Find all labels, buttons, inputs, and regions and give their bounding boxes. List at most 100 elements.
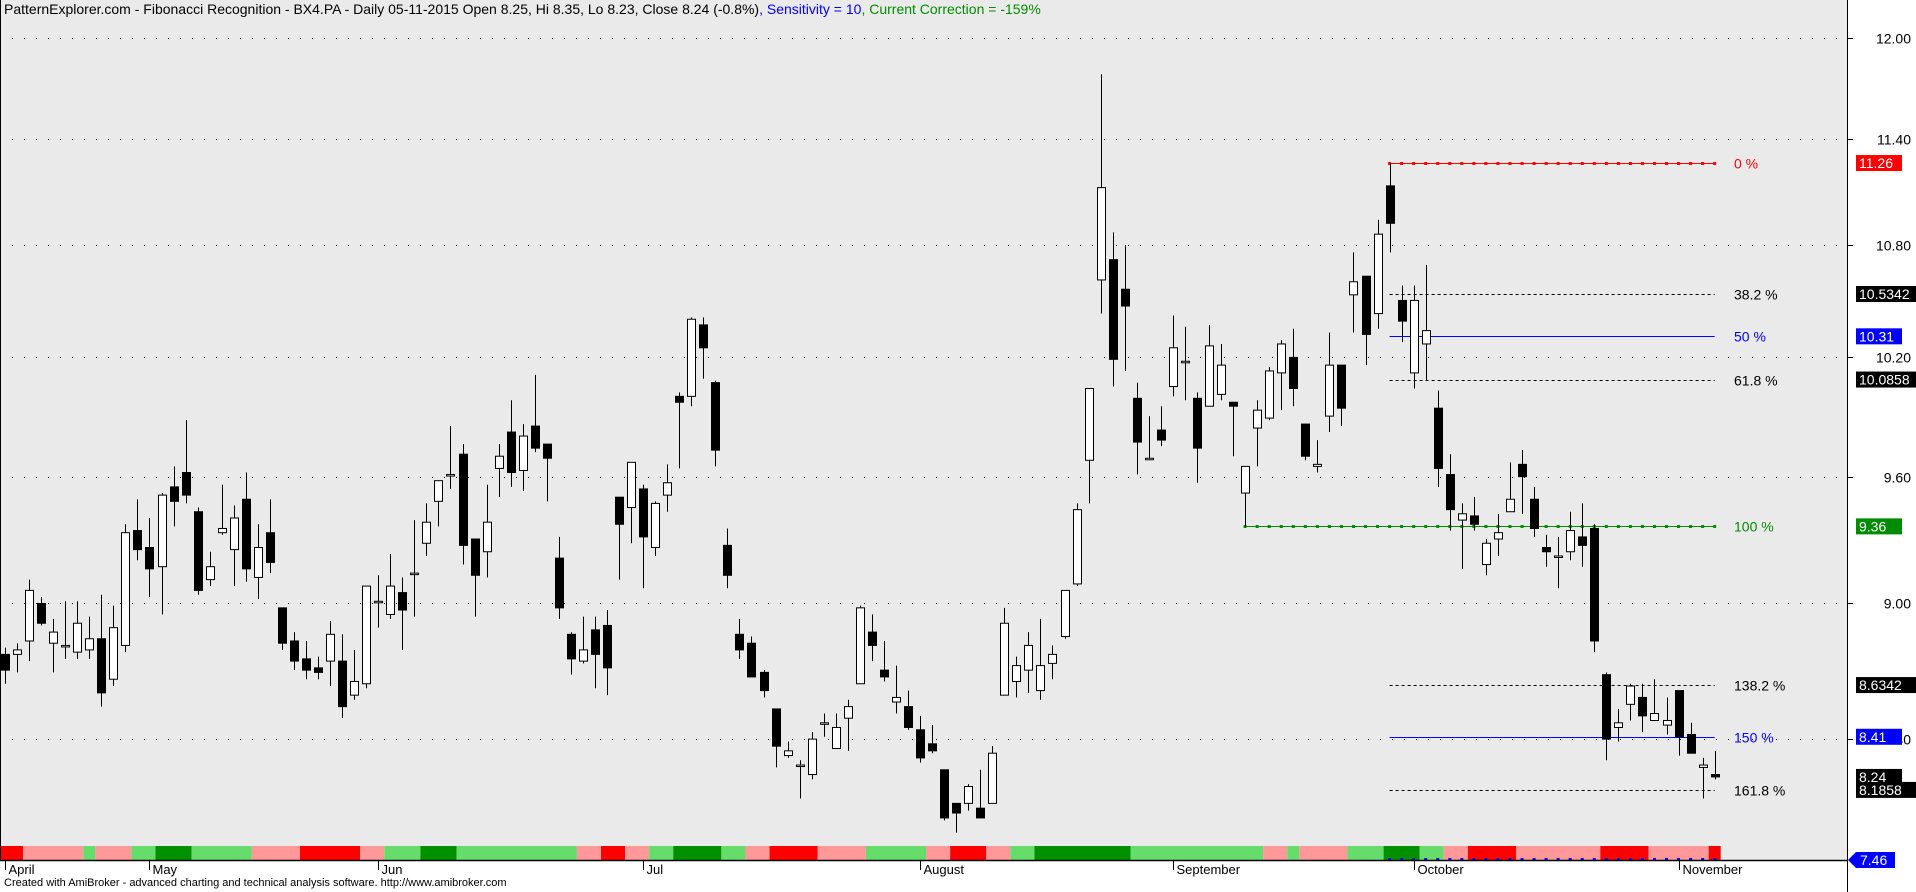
fib-line-marker xyxy=(1665,525,1669,528)
indicator-dot xyxy=(1472,858,1476,861)
candle-body-up xyxy=(410,572,419,576)
fib-line-marker xyxy=(1544,525,1548,528)
fib-line-marker xyxy=(1592,162,1596,165)
candle xyxy=(1097,74,1106,314)
candle-body-up xyxy=(1349,281,1358,296)
candle xyxy=(1085,387,1094,504)
candle-body-up xyxy=(687,318,696,397)
fib-line-marker xyxy=(1652,525,1656,528)
candle-body-up xyxy=(1663,719,1672,726)
candle-body-up xyxy=(844,706,853,719)
candle xyxy=(109,605,118,687)
candle-body-up xyxy=(1145,457,1154,461)
candle xyxy=(85,616,94,659)
candle-body-up xyxy=(374,600,383,604)
fib-level-label: 161.8 % xyxy=(1734,783,1785,799)
candle xyxy=(1506,462,1515,513)
indicator-ribbon-segment xyxy=(1383,846,1420,860)
candle-body-down xyxy=(615,496,624,525)
candle xyxy=(73,601,82,659)
candle-body-up xyxy=(1012,665,1021,682)
candle xyxy=(856,605,865,685)
candle-body-down xyxy=(1301,423,1310,457)
fib-line-marker xyxy=(1400,525,1404,528)
candle-body-down xyxy=(1711,774,1720,778)
fib-line-marker xyxy=(1652,162,1656,165)
candle xyxy=(290,632,299,671)
candle-body-down xyxy=(772,708,781,747)
candle xyxy=(567,632,576,675)
candle xyxy=(386,553,395,619)
fib-line-marker xyxy=(1640,162,1644,165)
candle xyxy=(1073,503,1082,587)
candle-body-down xyxy=(1542,546,1551,553)
fib-level-label: 61.8 % xyxy=(1734,373,1778,389)
candle-body-down xyxy=(133,530,142,551)
candle-body-up xyxy=(1241,465,1250,494)
fib-line-marker xyxy=(1580,162,1584,165)
candle-body-down xyxy=(868,631,877,646)
candle-body-down xyxy=(880,669,889,678)
candle-body-down xyxy=(1602,674,1611,740)
indicator-ribbon-segment xyxy=(817,846,866,860)
candle-body-down xyxy=(591,629,600,655)
candle xyxy=(1663,697,1672,735)
candle xyxy=(687,317,696,407)
candle-body-down xyxy=(290,640,299,662)
indicator-ribbon-segment xyxy=(83,846,96,860)
fib-line-marker xyxy=(1460,525,1464,528)
fib-line-marker xyxy=(1616,525,1620,528)
candle xyxy=(1362,275,1371,366)
candle xyxy=(675,392,684,469)
candle xyxy=(1061,589,1070,639)
candle xyxy=(13,643,22,673)
candle-body-down xyxy=(194,511,203,591)
candle-body-down xyxy=(567,633,576,660)
indicator-dot xyxy=(1604,858,1608,861)
candle xyxy=(1048,645,1057,680)
fib-line-marker xyxy=(1243,525,1247,528)
candle-body-down xyxy=(711,382,720,451)
candle-body-down xyxy=(1434,407,1443,469)
candle xyxy=(1494,513,1503,557)
candle xyxy=(1205,324,1214,407)
fib-value-label: 11.26 xyxy=(1859,155,1893,171)
candle xyxy=(1024,632,1033,693)
fib-line-marker xyxy=(1544,162,1548,165)
y-tick-label: 9.60 xyxy=(1884,470,1911,486)
candle xyxy=(1434,390,1443,487)
candle xyxy=(579,616,588,664)
candle xyxy=(1145,416,1154,461)
indicator-ribbon-segment xyxy=(649,846,674,860)
indicator-dot xyxy=(1508,858,1512,861)
fib-level-label: 100 % xyxy=(1734,519,1774,535)
candle-body-up xyxy=(1614,722,1623,728)
indicator-dot xyxy=(1580,858,1584,861)
candle xyxy=(808,732,817,780)
candle xyxy=(422,503,431,557)
candle xyxy=(25,579,34,662)
candle xyxy=(531,374,540,453)
candle-body-up xyxy=(218,527,227,534)
candle xyxy=(1711,750,1720,780)
indicator-ribbon-segment xyxy=(1708,846,1721,860)
candle-body-up xyxy=(326,633,335,662)
y-tick-label: 11.40 xyxy=(1877,132,1911,148)
candle xyxy=(1614,708,1623,742)
candle-body-down xyxy=(976,807,985,819)
candle xyxy=(1590,524,1599,653)
candle-body-down xyxy=(1157,429,1166,441)
indicator-dot xyxy=(1592,858,1596,861)
candle xyxy=(1470,497,1479,531)
candle xyxy=(964,784,973,811)
candle-body-up xyxy=(1073,509,1082,585)
candle xyxy=(1253,400,1262,467)
indicator-dot xyxy=(1689,858,1693,861)
candle xyxy=(1650,679,1659,721)
candle-body-up xyxy=(663,482,672,496)
fib-value-label-box xyxy=(1856,286,1916,303)
candle xyxy=(1000,607,1009,696)
candle xyxy=(868,614,877,662)
candle-body-down xyxy=(940,769,949,819)
